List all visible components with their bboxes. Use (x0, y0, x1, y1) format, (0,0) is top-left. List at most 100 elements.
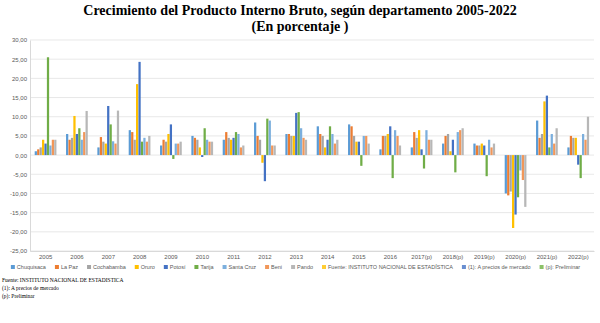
bar (259, 140, 261, 155)
bar (300, 128, 302, 155)
bar (298, 112, 300, 155)
legend-swatch (265, 265, 269, 269)
y-tick: -15,00 (10, 210, 30, 216)
footnote: (1): A precios de mercado (2, 285, 59, 292)
bar (556, 128, 558, 155)
bar (191, 136, 193, 155)
x-tick: 2019(p) (474, 251, 495, 260)
legend-item: (1): A precios de mercado (462, 264, 531, 270)
x-tick-label: 2011 (227, 254, 241, 260)
footnote: Fuente: INSTITUTO NACIONAL DE ESTADISTIC… (2, 277, 123, 283)
bars (35, 57, 589, 228)
legend-item: Potosí (164, 264, 186, 270)
bar (172, 155, 174, 159)
x-tick: 2007 (102, 251, 116, 260)
bar (68, 140, 70, 155)
bar (567, 147, 569, 155)
bar (519, 155, 521, 170)
x-tick: 2018(p) (443, 251, 464, 260)
x-tick-label: 2016 (384, 254, 398, 260)
bar (358, 142, 360, 155)
legend-swatch (462, 265, 466, 269)
bar (360, 155, 362, 166)
bar (490, 147, 492, 155)
bar (420, 149, 422, 155)
bar (512, 155, 514, 228)
x-tick-label: 2008 (133, 254, 147, 260)
bar (336, 140, 338, 155)
bar (204, 128, 206, 155)
legend-label: (p): Preliminar (546, 264, 581, 270)
legend-item: Chuquisaca (11, 264, 47, 270)
bar (35, 151, 37, 155)
bar (37, 149, 39, 155)
bar (478, 146, 480, 156)
bar (201, 155, 203, 157)
bar (105, 144, 107, 156)
y-tick-label: 15,00 (12, 95, 28, 101)
x-tick-label: 2017(p) (411, 254, 432, 260)
x-tick: 2012 (258, 251, 272, 260)
bar (129, 130, 131, 155)
legend-item: Tarija (194, 264, 214, 270)
bar (42, 140, 44, 155)
y-tick-label: 0,00 (15, 153, 27, 159)
y-tick: -5,00 (13, 172, 30, 178)
grid-line (30, 97, 594, 98)
bar (100, 137, 102, 155)
x-tick: 2017(p) (411, 251, 432, 260)
bar (44, 144, 46, 156)
bar (411, 147, 413, 155)
bar (230, 140, 232, 155)
legend-swatch (135, 265, 139, 269)
bar (580, 155, 582, 178)
x-tick: 2008 (133, 251, 147, 260)
bar (587, 117, 589, 155)
bar (457, 132, 459, 155)
bar (266, 119, 268, 155)
bar (134, 140, 136, 155)
y-tick: 0,00 (15, 153, 30, 159)
bar (261, 155, 263, 163)
bar (160, 146, 162, 156)
bar (570, 136, 572, 155)
legend-label: Fuente: INSTITUTO NACIONAL DE ESTADÍSTIC… (328, 264, 453, 270)
bar (102, 142, 104, 155)
bar (387, 134, 389, 155)
bar (355, 142, 357, 155)
bar (425, 130, 427, 155)
x-tick-label: 2015 (352, 254, 366, 260)
legend-label: Pando (297, 264, 313, 270)
bar (143, 138, 145, 155)
bar (269, 121, 271, 156)
bar (442, 144, 444, 156)
legend-swatch (164, 265, 168, 269)
bar (264, 155, 266, 181)
bar (577, 155, 579, 165)
bar (582, 134, 584, 155)
grid-line (30, 193, 594, 194)
bar (423, 155, 425, 168)
x-tick-label: 2022(p) (568, 254, 589, 260)
bar (240, 147, 242, 155)
bar (481, 144, 483, 156)
bar (514, 155, 516, 214)
legend-item: Santa Cruz (223, 264, 257, 270)
bar (399, 146, 401, 156)
bar (242, 146, 244, 156)
bar (288, 134, 290, 155)
legend-swatch (540, 265, 544, 269)
x-tick-label: 2007 (102, 254, 116, 260)
legend: ChuquisacaLa PazCochabambaOruroPotosíTar… (11, 264, 580, 270)
bar (447, 134, 449, 155)
bar (329, 126, 331, 155)
bar (384, 136, 386, 155)
bar (302, 138, 304, 155)
grid-line (30, 174, 594, 175)
y-tick-label: 20,00 (12, 76, 28, 82)
bar (324, 147, 326, 155)
legend-swatch (194, 265, 198, 269)
bar (418, 130, 420, 155)
x-tick-label: 2013 (290, 254, 304, 260)
legend-item: Fuente: INSTITUTO NACIONAL DE ESTADÍSTIC… (322, 264, 453, 270)
